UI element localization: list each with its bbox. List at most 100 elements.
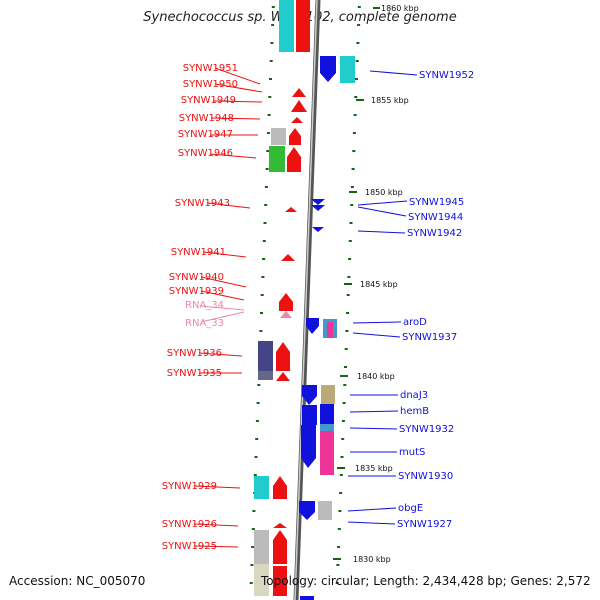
leader-line-21 xyxy=(352,321,402,324)
gene-label-synw1935[interactable]: SYNW1935 xyxy=(167,368,222,379)
feature-cyan-top[interactable] xyxy=(279,0,294,52)
feature-synw1942[interactable] xyxy=(312,227,324,232)
gene-label-synw1940[interactable]: SYNW1940 xyxy=(169,272,224,283)
scale-dot-1 xyxy=(357,6,361,8)
feature-synw1940[interactable] xyxy=(279,293,293,302)
scale-dot-0 xyxy=(264,186,268,188)
gene-label-dnaj3[interactable]: dnaJ3 xyxy=(400,390,428,401)
scale-dot-0 xyxy=(261,276,265,278)
feature-synw1946[interactable] xyxy=(287,147,301,172)
leader-line-19 xyxy=(357,206,407,217)
scale-dot-0 xyxy=(263,222,267,224)
gene-label-synw1939[interactable]: SYNW1939 xyxy=(169,286,224,297)
feature-synw1945[interactable] xyxy=(311,199,325,205)
feature-synw1947[interactable] xyxy=(289,128,301,145)
feature-synw1926[interactable] xyxy=(273,523,287,528)
feature-synw1936-navy[interactable] xyxy=(258,341,273,371)
feature-synw1952[interactable] xyxy=(340,56,355,83)
feature-synw1941[interactable] xyxy=(281,254,295,261)
feature-gray-bottom[interactable] xyxy=(254,564,269,596)
gene-label-synw1951[interactable]: SYNW1951 xyxy=(183,63,238,74)
feature-obge[interactable] xyxy=(318,501,332,520)
feature-red-top[interactable] xyxy=(296,0,310,52)
gene-label-synw1950[interactable]: SYNW1950 xyxy=(183,79,238,90)
feature-synw1929[interactable] xyxy=(273,476,287,499)
leader-lines xyxy=(193,67,418,548)
feature-mutS[interactable] xyxy=(320,431,334,475)
gene-label-synw1927[interactable]: SYNW1927 xyxy=(397,519,452,530)
gene-label-synw1949[interactable]: SYNW1949 xyxy=(181,95,236,106)
scale-dot-1 xyxy=(355,60,359,62)
gene-label-synw1932[interactable]: SYNW1932 xyxy=(399,424,454,435)
gene-label-synw1944[interactable]: SYNW1944 xyxy=(408,212,463,223)
gene-label-rna34[interactable]: RNA_34 xyxy=(185,300,224,311)
gene-label-muts[interactable]: mutS xyxy=(399,447,425,458)
gene-label-synw1948[interactable]: SYNW1948 xyxy=(179,113,234,124)
scale-dot-1 xyxy=(342,402,346,404)
feature-synw1949[interactable] xyxy=(291,100,307,112)
feature-synw1946-green[interactable] xyxy=(269,146,285,172)
feature-synw1937[interactable] xyxy=(327,322,333,338)
feature-hemb-blue[interactable] xyxy=(302,405,317,425)
feature-synw1943[interactable] xyxy=(285,207,297,212)
gene-label-synw1941[interactable]: SYNW1941 xyxy=(171,247,226,258)
gene-label-synw1942[interactable]: SYNW1942 xyxy=(407,228,462,239)
gene-label-synw1945[interactable]: SYNW1945 xyxy=(409,197,464,208)
scale-dot-0 xyxy=(255,438,259,440)
feature-arod[interactable] xyxy=(306,318,319,334)
tick-label-1835: 1835 kbp xyxy=(355,464,393,473)
scale-dot-0 xyxy=(255,420,259,422)
feature-synw1925-gray[interactable] xyxy=(254,530,269,564)
leader-line-7 xyxy=(202,251,247,258)
feature-blue-bottom[interactable] xyxy=(300,596,314,600)
gene-label-synw1930[interactable]: SYNW1930 xyxy=(398,471,453,482)
feature-dnaj3-blue[interactable] xyxy=(302,385,317,405)
left-features xyxy=(254,0,310,596)
gene-label-hemb[interactable]: hemB xyxy=(400,406,429,417)
leader-line-29 xyxy=(347,521,396,525)
feature-synw1925[interactable] xyxy=(273,530,287,564)
scale-dot-0 xyxy=(260,294,264,296)
feature-hemb[interactable] xyxy=(320,404,334,424)
leader-line-17 xyxy=(369,70,418,76)
feature-synw1929-cyan[interactable] xyxy=(254,476,269,499)
feature-synw1939[interactable] xyxy=(279,302,293,311)
leader-line-1 xyxy=(214,83,263,93)
gene-label-synw1936[interactable]: SYNW1936 xyxy=(167,348,222,359)
gene-label-synw1952[interactable]: SYNW1952 xyxy=(419,70,474,81)
feature-synw1932[interactable] xyxy=(320,424,334,431)
leader-line-15 xyxy=(193,523,239,527)
gene-label-synw1943[interactable]: SYNW1943 xyxy=(175,198,230,209)
scale-dot-1 xyxy=(349,222,353,224)
leader-line-11 xyxy=(200,311,245,323)
gene-label-synw1926[interactable]: SYNW1926 xyxy=(162,519,217,530)
scale-dot-0 xyxy=(257,384,261,386)
feature-synw1944[interactable] xyxy=(311,205,325,211)
scale-dot-1 xyxy=(352,132,356,134)
feature-synw1952-blue[interactable] xyxy=(320,56,336,82)
gene-label-synw1946[interactable]: SYNW1946 xyxy=(178,148,233,159)
scale-dot-0 xyxy=(251,546,255,548)
gene-label-synw1929[interactable]: SYNW1929 xyxy=(162,481,217,492)
feature-synw1947-gray[interactable] xyxy=(271,128,286,145)
feature-synw1935-navy[interactable] xyxy=(258,371,273,380)
leader-line-3 xyxy=(210,117,261,120)
feature-synw1935[interactable] xyxy=(276,372,290,381)
kbp-ticks: 1860 kbp 1855 kbp 1850 kbp 1845 kbp 1840… xyxy=(333,4,419,564)
gene-label-synw1937[interactable]: SYNW1937 xyxy=(402,332,457,343)
feature-red-bottom[interactable] xyxy=(273,566,287,596)
gene-label-synw1925[interactable]: SYNW1925 xyxy=(162,541,217,552)
scale-dot-1 xyxy=(355,78,358,80)
gene-label-arod[interactable]: aroD xyxy=(403,317,427,328)
feature-synw1951[interactable] xyxy=(292,88,306,97)
feature-rna34[interactable] xyxy=(280,311,292,318)
feature-synw1936[interactable] xyxy=(276,342,290,371)
gene-label-obge[interactable]: obgE xyxy=(398,503,423,514)
gene-label-synw1947[interactable]: SYNW1947 xyxy=(178,129,233,140)
feature-dnaj3[interactable] xyxy=(321,385,335,404)
gene-label-rna33[interactable]: RNA_33 xyxy=(185,318,224,329)
feature-synw1948[interactable] xyxy=(291,117,303,123)
feature-obge-blue[interactable] xyxy=(299,501,315,520)
feature-mutS-blue[interactable] xyxy=(301,425,316,468)
